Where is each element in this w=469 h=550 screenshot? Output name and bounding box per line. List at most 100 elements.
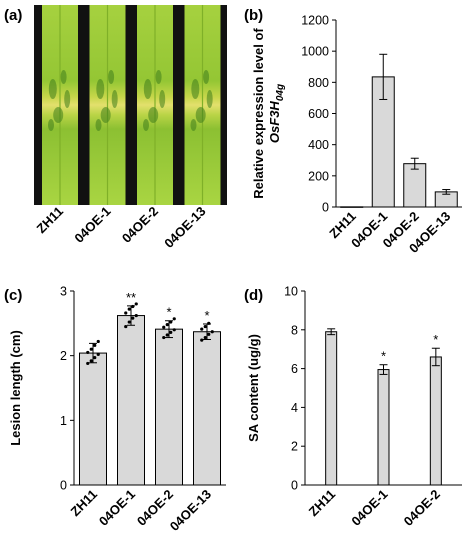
lesion-spot (148, 107, 159, 123)
data-point (210, 330, 214, 334)
chart-d: (d) 0 2 4 6 8 10 SA content (ug/g) ZH11 * 04OE-1 *… (244, 285, 462, 529)
y-tick-label: 2 (60, 349, 67, 363)
y-axis-label-gene-subscript: 04g (275, 84, 286, 101)
x-tick-label: ZH11 (306, 487, 339, 520)
data-point (203, 324, 207, 329)
panel-d-letter: (d) (244, 287, 263, 304)
data-point (89, 359, 93, 363)
y-tick-label: 6 (291, 362, 298, 376)
significance-mark: * (433, 332, 438, 347)
data-point (86, 361, 90, 366)
lesion-spot (48, 79, 57, 99)
lesion-spot (48, 119, 54, 131)
y-tick-label: 3 (60, 285, 67, 299)
lesion-spot (159, 90, 166, 108)
y-tick-label: 1 (60, 414, 67, 428)
lesion-spot (195, 107, 206, 123)
leaf-label: 04OE-2 (119, 204, 161, 246)
lesion-spot (143, 79, 152, 99)
data-point (172, 317, 176, 321)
y-tick-label: 10 (284, 285, 298, 299)
y-tick-label: 400 (308, 138, 329, 152)
data-point (165, 333, 169, 337)
lesion-spot (203, 70, 210, 84)
y-axis-label: Lesion length (cm) (8, 330, 23, 446)
lesion-spot (155, 70, 162, 84)
data-point (134, 313, 138, 318)
lesion-spot (64, 90, 71, 108)
lesion-spot (95, 119, 102, 131)
chart-b: (b) 0 200 400 600 800 1000 1200 Relative expres… (244, 7, 462, 256)
data-point (172, 328, 176, 332)
bar-04OE-2 (429, 356, 442, 486)
data-point (169, 320, 173, 324)
lesion-spot (96, 79, 105, 99)
y-axis-label: SA content (ug/g) (246, 334, 261, 442)
data-point (165, 323, 169, 327)
y-tick-label: 0 (322, 201, 329, 215)
y-tick-label: 600 (308, 107, 329, 121)
y-tick-label: 0 (291, 479, 298, 493)
data-point (96, 352, 100, 356)
y-axis-label-gene: OsF3H (267, 101, 282, 144)
significance-mark: * (204, 308, 209, 323)
data-point (200, 327, 204, 331)
leaf-label: 04OE-1 (71, 204, 113, 246)
y-tick-label: 0 (60, 479, 67, 493)
lesion-spot (60, 70, 67, 84)
lesion-spot (143, 119, 149, 131)
data-point (127, 320, 131, 324)
bar-04OE-2 (403, 163, 427, 208)
data-point (131, 304, 135, 309)
x-tick-label: 04OE-13 (167, 487, 214, 534)
data-point (200, 338, 204, 342)
leaf-label: ZH11 (34, 204, 67, 237)
lesion-spot (206, 90, 213, 108)
data-point (124, 324, 128, 329)
y-axis-label-line1: Relative expression level of (251, 28, 266, 199)
y-tick-label: 1200 (301, 14, 329, 28)
y-axis-label-line2: OsF3H04g (267, 84, 286, 143)
x-tick-label: 04OE-1 (96, 487, 138, 529)
data-point (127, 307, 131, 311)
lesion-spot (111, 90, 118, 108)
panel-c-letter: (c) (4, 287, 22, 304)
data-point (134, 302, 138, 306)
lesion-spot (190, 119, 197, 131)
panel-a-letter: (a) (4, 7, 22, 24)
data-point (162, 325, 166, 329)
data-point (203, 335, 207, 340)
x-tick-label: 04OE-2 (401, 487, 443, 529)
bar-ZH11 (79, 352, 107, 486)
lesion-spot (53, 107, 64, 123)
y-tick-label: 2 (291, 440, 298, 454)
bar-04OE-1 (377, 369, 390, 486)
bar-04OE-1 (117, 315, 145, 486)
panel-b-letter: (b) (244, 7, 263, 24)
data-point (86, 350, 90, 355)
data-point (89, 347, 93, 351)
lesion-spot (108, 70, 115, 84)
y-tick-label: 1000 (301, 45, 329, 59)
leaf-label: 04OE-13 (161, 204, 208, 251)
data-point (124, 311, 128, 315)
bar-04OE-2 (155, 328, 183, 486)
data-point (169, 330, 173, 334)
chart-c: (c) 0 1 2 3 Lesion length (cm) ZH11 ** 04OE-1 * 0… (4, 285, 226, 534)
x-tick-label: ZH11 (68, 487, 101, 520)
lesion-spot (191, 79, 200, 99)
significance-mark: * (166, 305, 171, 320)
significance-mark: ** (126, 290, 136, 305)
y-tick-label: 8 (291, 323, 298, 337)
lesion-spot (100, 107, 111, 123)
y-tick-label: 800 (308, 76, 329, 90)
data-point (93, 343, 97, 347)
data-point (93, 356, 97, 360)
data-point (96, 339, 100, 344)
data-point (162, 335, 166, 340)
y-tick-label: 200 (308, 169, 329, 183)
significance-mark: * (381, 349, 386, 364)
data-point (207, 332, 211, 336)
x-tick-label: 04OE-1 (348, 487, 390, 529)
